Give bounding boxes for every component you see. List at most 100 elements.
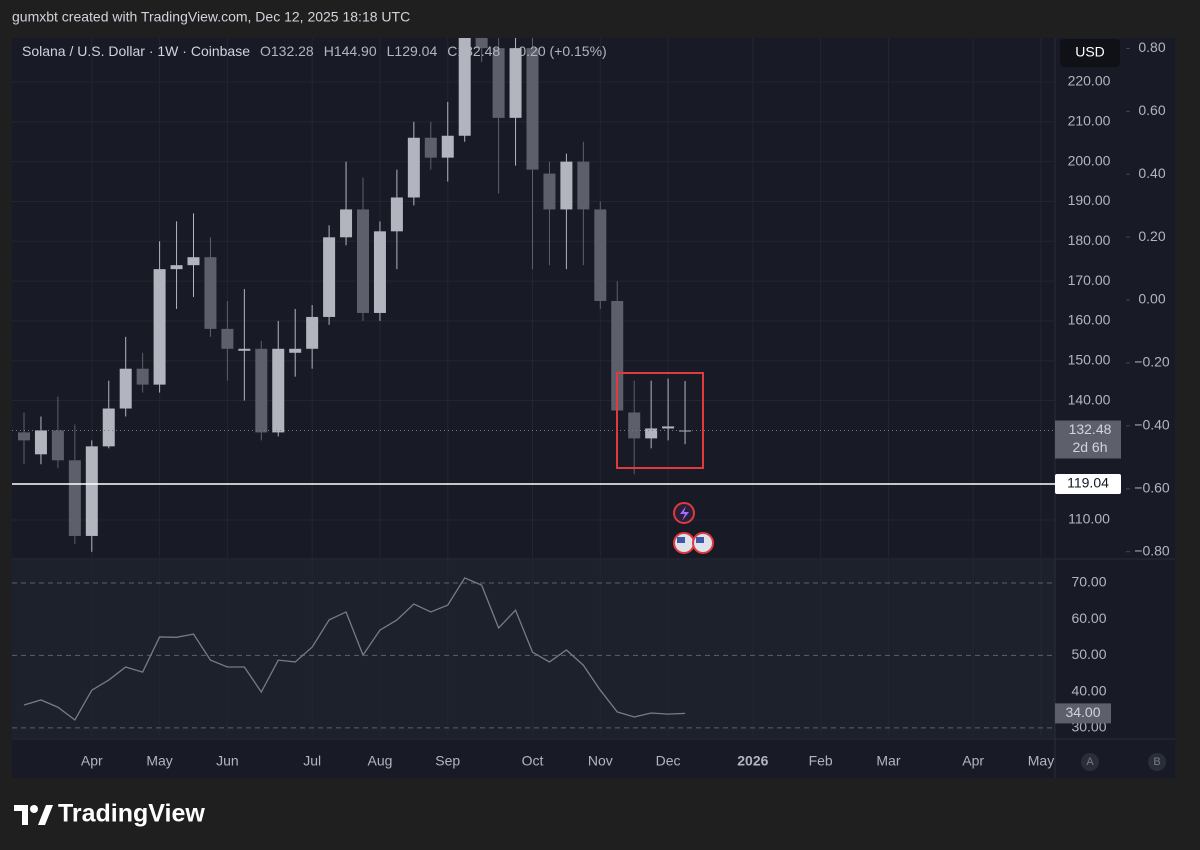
candle-body (662, 426, 675, 429)
candle-body (458, 38, 471, 136)
y2-tick-label: 0.60 (1138, 102, 1165, 118)
candle-body (441, 135, 454, 158)
candle-body (594, 209, 607, 302)
candle-body (18, 432, 30, 441)
candle-body (238, 348, 251, 351)
candle-body (611, 301, 624, 411)
candle-body (526, 48, 539, 170)
scale-button-label[interactable]: B (1153, 756, 1160, 768)
axes: Apr May Jun Jul Aug Sep Oct Nov Dec 2026 Feb Mar Apr… (81, 39, 1170, 769)
candle-body (289, 348, 302, 353)
currency-button[interactable] (1060, 39, 1120, 67)
candle-body (153, 269, 166, 385)
last-price-label: 132.48 (1069, 421, 1112, 437)
x-tick-label: May (1028, 753, 1054, 769)
candle-body (51, 430, 64, 461)
icon (696, 537, 704, 543)
logo-mark (38, 805, 53, 825)
legend-symbol: Solana / U.S. Dollar · 1W · Coinbase (22, 43, 250, 59)
caption: gumxbt created with TradingView.com, Dec… (12, 9, 410, 25)
y-tick-label: 110.00 (1068, 511, 1110, 527)
last-price-tag (1055, 420, 1121, 459)
candle-body (628, 412, 641, 439)
x-tick-label: Aug (367, 753, 392, 769)
y2-tick-label: −0.60 (1134, 479, 1170, 495)
logo: TradingView (14, 800, 205, 828)
candle-body (306, 316, 319, 349)
candle-body (543, 173, 556, 210)
y-tick-label: 140.00 (1068, 391, 1111, 407)
candle-body (357, 209, 369, 313)
currency-button-label[interactable]: USD (1075, 44, 1105, 60)
logo-mark (14, 805, 28, 825)
y2-tick-label: 0.20 (1138, 228, 1165, 244)
x-tick-label: Jul (303, 753, 321, 769)
logo-text: TradingView (58, 800, 205, 828)
x-tick-label: 2026 (737, 753, 768, 769)
candle-body (373, 231, 386, 313)
countdown-label: 2d 6h (1072, 439, 1107, 455)
candle-body (68, 460, 81, 536)
x-tick-label: Sep (435, 753, 460, 769)
rsi-pane (12, 560, 1055, 738)
y-tick-label: 210.00 (1068, 113, 1111, 129)
legend: Solana / U.S. Dollar · 1W · Coinbase O132… (22, 43, 607, 59)
legend-open: O132.28 (260, 43, 314, 59)
y2-tick-label: 0.00 (1138, 291, 1165, 307)
icon (680, 506, 689, 521)
scale-button[interactable] (1081, 753, 1099, 771)
y-tick-label: 220.00 (1068, 73, 1111, 89)
horizontal-line-tag (1055, 474, 1121, 495)
candle-body (560, 161, 573, 210)
x-tick-label: May (146, 753, 172, 769)
x-tick-label: Dec (656, 753, 681, 769)
legend-close: C132.48 (447, 43, 500, 59)
event-icons (673, 502, 714, 554)
rsi-tick-label: 70.00 (1071, 574, 1106, 590)
x-tick-label: Feb (809, 753, 833, 769)
candle-body (424, 137, 437, 158)
price-pane (12, 38, 1055, 552)
candle-body (119, 368, 132, 409)
rsi-tick-label: 50.00 (1071, 646, 1106, 662)
y-tick-label: 170.00 (1068, 272, 1111, 288)
y2-tick-label: 0.40 (1138, 165, 1165, 181)
candle-body (85, 446, 98, 536)
candle-body (255, 348, 268, 433)
candle-body (340, 209, 353, 238)
candle-body (34, 430, 47, 455)
candle-body (390, 197, 403, 232)
x-tick-label: Apr (962, 753, 984, 769)
legend-low: L129.04 (387, 43, 438, 59)
x-tick-label: Mar (876, 753, 900, 769)
rsi-value-tag (1055, 703, 1111, 724)
candle-body (645, 428, 658, 439)
y-tick-label: 190.00 (1068, 192, 1111, 208)
x-tick-label: Oct (522, 753, 544, 769)
rsi-value-label: 34.00 (1065, 704, 1100, 720)
candle-body (221, 328, 234, 349)
scale-button-label[interactable]: A (1086, 756, 1094, 768)
legend-change: +0.20 (+0.15%) (510, 43, 607, 59)
candle-body (407, 137, 420, 198)
candle-body (272, 348, 285, 433)
rsi-tick-label: 60.00 (1071, 610, 1106, 626)
y2-tick-label: −0.80 (1134, 542, 1170, 558)
x-tick-label: Jun (216, 753, 239, 769)
rsi-line (23, 577, 686, 721)
candle-body (170, 265, 183, 270)
scale-button[interactable] (1148, 753, 1166, 771)
y-tick-label: 200.00 (1068, 152, 1111, 168)
candle-body (492, 48, 505, 118)
candle-body (204, 257, 217, 329)
y-tick-label: 160.00 (1068, 312, 1111, 328)
candle-body (323, 237, 336, 317)
candle-body (102, 408, 115, 447)
rsi-tick-label: 40.00 (1071, 682, 1106, 698)
highlight-box (616, 372, 704, 469)
logo-mark (30, 805, 38, 813)
candle-body (509, 48, 522, 118)
x-tick-label: Apr (81, 753, 103, 769)
y2-tick-label: 0.80 (1138, 39, 1165, 55)
